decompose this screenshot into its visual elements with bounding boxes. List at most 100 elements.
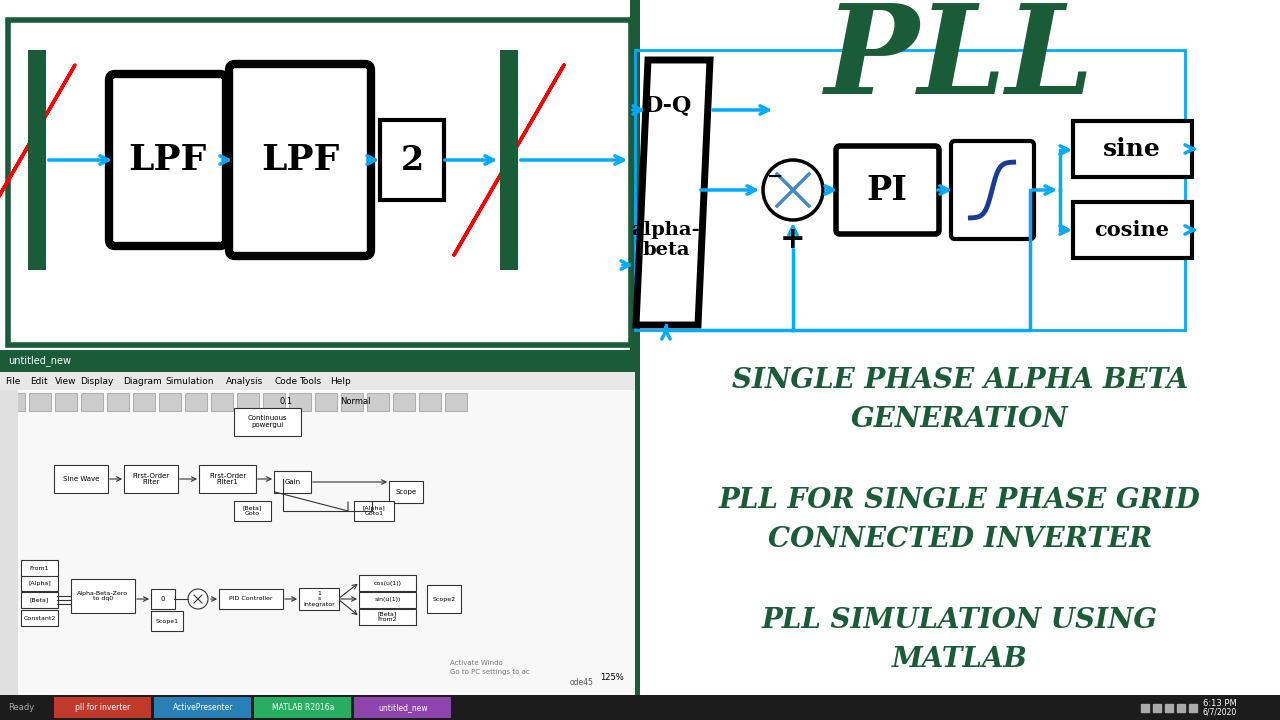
Text: 2: 2 [401, 143, 424, 176]
FancyBboxPatch shape [70, 579, 134, 613]
FancyBboxPatch shape [151, 589, 175, 609]
Text: Diagram: Diagram [123, 377, 163, 387]
FancyBboxPatch shape [274, 471, 311, 493]
FancyBboxPatch shape [20, 560, 58, 576]
FancyBboxPatch shape [358, 592, 416, 608]
Text: File: File [5, 377, 20, 387]
FancyBboxPatch shape [28, 50, 46, 270]
FancyBboxPatch shape [0, 390, 635, 695]
FancyBboxPatch shape [0, 350, 635, 372]
FancyBboxPatch shape [29, 393, 51, 411]
FancyBboxPatch shape [0, 392, 635, 412]
Text: Normal: Normal [340, 397, 370, 407]
FancyBboxPatch shape [154, 697, 251, 718]
Text: [Beta]: [Beta] [29, 598, 49, 603]
Text: [Alpha]: [Alpha] [28, 580, 51, 585]
FancyBboxPatch shape [151, 611, 183, 631]
FancyBboxPatch shape [358, 575, 416, 591]
FancyBboxPatch shape [211, 393, 233, 411]
Text: +: + [781, 225, 806, 254]
FancyBboxPatch shape [109, 74, 227, 246]
Text: ode45: ode45 [570, 678, 594, 687]
Circle shape [188, 589, 207, 609]
FancyBboxPatch shape [367, 393, 389, 411]
Text: Ready: Ready [8, 703, 35, 713]
FancyBboxPatch shape [380, 120, 444, 200]
Text: [Beta]
Goto: [Beta] Goto [243, 505, 262, 516]
Text: Scope: Scope [396, 489, 416, 495]
FancyBboxPatch shape [315, 393, 337, 411]
FancyBboxPatch shape [234, 408, 301, 436]
FancyBboxPatch shape [630, 0, 640, 350]
FancyBboxPatch shape [951, 141, 1034, 239]
Text: MATLAB R2016a: MATLAB R2016a [271, 703, 334, 713]
FancyBboxPatch shape [419, 393, 442, 411]
FancyBboxPatch shape [198, 465, 256, 493]
Text: D-Q: D-Q [644, 94, 692, 116]
Text: Simulation: Simulation [166, 377, 214, 387]
Text: Code: Code [274, 377, 297, 387]
FancyBboxPatch shape [124, 465, 178, 493]
FancyBboxPatch shape [108, 393, 129, 411]
FancyBboxPatch shape [219, 589, 283, 609]
Text: Scope2: Scope2 [433, 596, 456, 601]
Text: 125%: 125% [600, 673, 623, 682]
FancyBboxPatch shape [237, 393, 259, 411]
FancyBboxPatch shape [186, 393, 207, 411]
Text: Go to PC settings to ac: Go to PC settings to ac [451, 669, 530, 675]
Text: cosine: cosine [1094, 220, 1170, 240]
FancyBboxPatch shape [54, 697, 151, 718]
Text: [Alpha]
Goto1: [Alpha] Goto1 [362, 505, 385, 516]
FancyBboxPatch shape [20, 592, 58, 608]
Text: −: − [767, 166, 783, 186]
FancyBboxPatch shape [0, 695, 1280, 720]
Text: Scope1: Scope1 [155, 618, 178, 624]
FancyBboxPatch shape [20, 610, 58, 626]
Text: Sine Wave: Sine Wave [63, 476, 99, 482]
Text: Alpha-Beta-Zero
to dq0: Alpha-Beta-Zero to dq0 [77, 590, 128, 601]
Text: PLL FOR SINGLE PHASE GRID
CONNECTED INVERTER: PLL FOR SINGLE PHASE GRID CONNECTED INVE… [719, 487, 1201, 553]
Text: SINGLE PHASE ALPHA BETA
GENERATION: SINGLE PHASE ALPHA BETA GENERATION [732, 366, 1188, 433]
FancyBboxPatch shape [55, 393, 77, 411]
FancyBboxPatch shape [428, 585, 461, 613]
Text: untitled_new: untitled_new [378, 703, 428, 713]
Text: View: View [55, 377, 77, 387]
FancyBboxPatch shape [1073, 121, 1192, 177]
FancyBboxPatch shape [262, 393, 285, 411]
Text: Edit: Edit [31, 377, 47, 387]
FancyBboxPatch shape [0, 0, 635, 350]
FancyBboxPatch shape [0, 350, 635, 695]
Text: LPF: LPF [261, 143, 339, 177]
Text: untitled_new: untitled_new [8, 356, 70, 366]
Text: PLL: PLL [826, 0, 1094, 121]
FancyBboxPatch shape [389, 481, 422, 503]
Polygon shape [636, 60, 710, 325]
FancyBboxPatch shape [300, 588, 339, 610]
Circle shape [763, 160, 823, 220]
FancyBboxPatch shape [635, 0, 1280, 350]
Text: From1: From1 [29, 565, 49, 570]
FancyBboxPatch shape [133, 393, 155, 411]
FancyBboxPatch shape [358, 609, 416, 625]
Text: Activate Windo: Activate Windo [451, 660, 503, 666]
Text: Gain: Gain [284, 479, 301, 485]
Text: 6/7/2020: 6/7/2020 [1203, 708, 1238, 716]
Text: First-Order
Filter: First-Order Filter [132, 472, 169, 485]
Text: Display: Display [81, 377, 114, 387]
Text: PLL SIMULATION USING
MATLAB: PLL SIMULATION USING MATLAB [762, 607, 1158, 673]
Text: PI: PI [867, 174, 908, 207]
FancyBboxPatch shape [0, 372, 635, 392]
FancyBboxPatch shape [632, 350, 640, 720]
Text: 1
s
Integrator: 1 s Integrator [303, 590, 335, 607]
FancyBboxPatch shape [393, 393, 415, 411]
FancyBboxPatch shape [81, 393, 102, 411]
FancyBboxPatch shape [340, 393, 364, 411]
FancyBboxPatch shape [445, 393, 467, 411]
Text: Constant2: Constant2 [23, 616, 56, 621]
FancyBboxPatch shape [234, 501, 271, 521]
Text: 0: 0 [161, 596, 165, 602]
FancyBboxPatch shape [1073, 202, 1192, 258]
Text: PID Controller: PID Controller [229, 596, 273, 601]
Text: sin(u(1)): sin(u(1)) [374, 598, 401, 603]
FancyBboxPatch shape [836, 146, 940, 234]
